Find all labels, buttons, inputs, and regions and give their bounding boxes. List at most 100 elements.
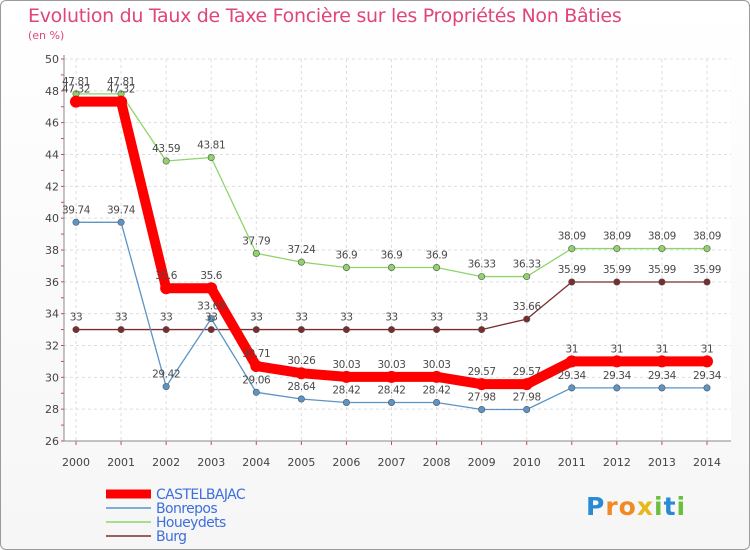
data-label-bonrepos: 28.42 [423,384,451,396]
data-point-castelbajac [655,355,668,368]
data-point-castelbajac [160,282,173,295]
data-point-houeydets [387,264,395,272]
data-label-burg: 33 [115,312,128,324]
data-label-houeydets: 47.81 [107,76,135,88]
y-tick-label: 26 [45,435,59,448]
data-point-burg [387,326,395,334]
x-tick-label: 2009 [468,456,496,469]
data-label-castelbajac: 35.6 [200,270,222,282]
data-label-castelbajac: 29.57 [513,366,541,378]
data-label-burg: 33 [475,312,488,324]
x-tick-label: 2012 [603,456,631,469]
data-point-burg [433,326,441,334]
data-label-castelbajac: 31 [656,343,669,355]
y-tick-label: 28 [45,403,59,416]
data-point-castelbajac [385,370,398,383]
legend-label-castelbajac: CASTELBAJAC [156,487,246,503]
data-point-houeydets [613,245,621,253]
x-tick-label: 2007 [378,456,406,469]
data-label-bonrepos: 33.69 [197,301,225,313]
data-point-houeydets [297,258,305,266]
data-point-bonrepos [658,384,666,392]
data-label-houeydets: 43.59 [152,143,180,155]
data-label-houeydets: 38.09 [603,231,631,243]
logo-letter: i [654,492,664,521]
data-point-burg [613,278,621,286]
data-label-houeydets: 36.9 [381,250,403,262]
logo-letter: i [676,492,687,521]
data-point-bonrepos [72,218,80,226]
y-tick-label: 42 [45,180,59,193]
data-point-bonrepos [162,383,170,391]
x-tick-label: 2014 [693,456,721,469]
data-point-houeydets [162,157,170,165]
data-point-burg [703,278,711,286]
data-point-bonrepos [117,218,125,226]
x-tick-label: 2008 [423,456,451,469]
data-label-bonrepos: 29.06 [242,374,271,386]
data-label-houeydets: 47.81 [62,76,90,88]
logo-letter: o [618,492,637,521]
y-tick-label: 46 [45,117,59,130]
x-tick-label: 2011 [558,456,586,469]
data-label-houeydets: 36.33 [513,259,541,271]
logo-letter: x [636,492,654,521]
data-point-burg [523,315,531,323]
data-label-burg: 35.99 [558,264,586,276]
data-point-castelbajac [340,370,353,383]
data-label-houeydets: 43.81 [197,140,225,152]
x-tick-label: 2005 [287,456,315,469]
data-point-burg [568,278,576,286]
x-tick-label: 2001 [107,456,135,469]
data-label-burg: 33 [205,312,218,324]
data-point-houeydets [658,245,666,253]
chart-title: Evolution du Taux de Taxe Foncière sur l… [28,5,622,27]
data-label-bonrepos: 39.74 [107,204,136,216]
data-label-houeydets: 38.09 [648,231,676,243]
data-label-castelbajac: 31 [611,343,624,355]
data-point-bonrepos [297,395,305,403]
data-label-houeydets: 37.24 [287,244,316,256]
y-tick-label: 34 [45,308,59,321]
data-label-houeydets: 37.79 [242,235,270,247]
x-tick-label: 2006 [332,456,360,469]
data-point-castelbajac [295,367,308,380]
data-point-castelbajac [205,282,218,295]
logo-letter: r [605,492,619,521]
data-point-bonrepos [613,384,621,392]
data-label-houeydets: 38.09 [693,231,721,243]
data-label-burg: 35.99 [693,264,721,276]
data-point-bonrepos [433,398,441,406]
data-label-burg: 33.66 [513,301,542,313]
y-tick-label: 30 [45,371,59,384]
data-point-burg [117,326,125,334]
data-label-burg: 33 [160,312,173,324]
data-label-houeydets: 38.09 [558,231,586,243]
data-point-burg [478,326,486,334]
data-label-castelbajac: 31 [566,343,579,355]
data-label-houeydets: 36.9 [426,250,448,262]
y-tick-label: 50 [45,53,59,66]
data-point-burg [342,326,350,334]
data-point-bonrepos [523,405,531,413]
data-label-bonrepos: 29.34 [603,370,632,382]
data-label-burg: 35.99 [648,264,676,276]
data-label-bonrepos: 27.98 [513,391,541,403]
data-label-bonrepos: 29.34 [693,370,722,382]
data-label-bonrepos: 29.42 [152,369,180,381]
x-tick-label: 2010 [513,456,541,469]
data-point-castelbajac [250,360,263,373]
data-point-burg [162,326,170,334]
data-point-castelbajac [565,355,578,368]
data-label-castelbajac: 47.32 [107,84,135,96]
data-point-bonrepos [703,384,711,392]
data-label-castelbajac: 30.03 [332,359,360,371]
data-point-bonrepos [342,398,350,406]
data-point-bonrepos [568,384,576,392]
data-label-bonrepos: 39.74 [62,204,91,216]
data-point-houeydets [478,273,486,281]
data-point-bonrepos [387,398,395,406]
data-label-castelbajac: 29.57 [468,366,496,378]
y-tick-label: 44 [45,149,59,162]
